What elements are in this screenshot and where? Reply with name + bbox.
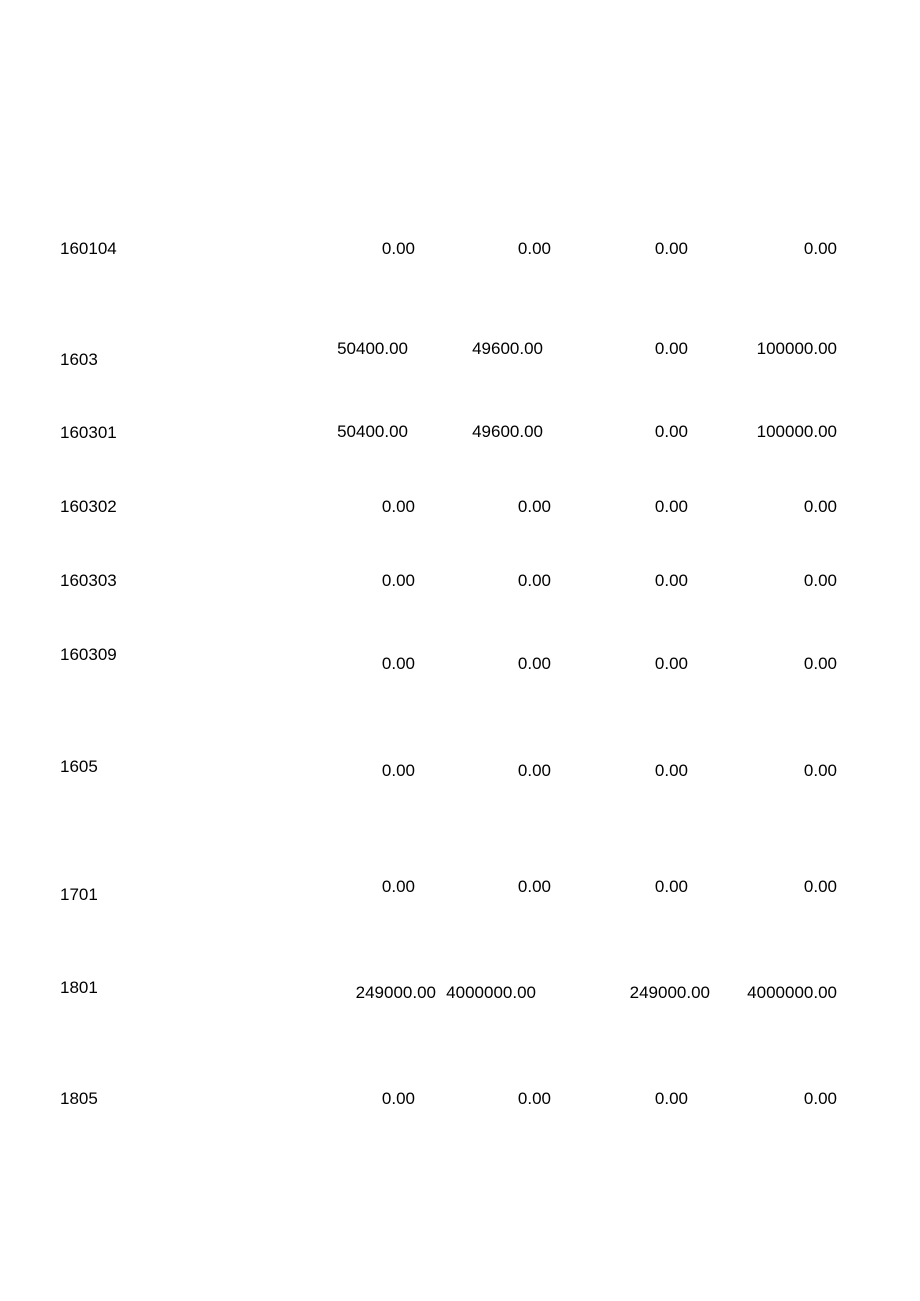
- amount-cell: 0.00: [654, 571, 688, 590]
- amount-cell: 0.00: [654, 877, 688, 896]
- account-code: 1603: [60, 350, 98, 369]
- amount-cell: 0.00: [381, 571, 415, 590]
- amount-cell: 4000000.00: [747, 983, 837, 1002]
- amount-cell: 249000.00: [629, 983, 710, 1002]
- account-code: 1805: [60, 1089, 98, 1108]
- amount-cell: 0.00: [803, 497, 837, 516]
- amount-cell: 0.00: [803, 654, 837, 673]
- account-code: 160303: [60, 571, 117, 590]
- amount-cell: 0.00: [803, 239, 837, 258]
- amount-cell: 0.00: [517, 497, 551, 516]
- amount-cell: 0.00: [654, 497, 688, 516]
- amount-cell: 0.00: [654, 239, 688, 258]
- amount-cell: 0.00: [654, 654, 688, 673]
- account-code: 160301: [60, 423, 117, 442]
- amount-cell: 49600.00: [472, 339, 543, 358]
- amount-cell: 0.00: [803, 1089, 837, 1108]
- amount-cell: 0.00: [381, 1089, 415, 1108]
- account-code: 160302: [60, 497, 117, 516]
- amount-cell: 0.00: [654, 422, 688, 441]
- amount-cell: 0.00: [517, 761, 551, 780]
- amount-cell: 0.00: [517, 571, 551, 590]
- amount-cell: 49600.00: [472, 422, 543, 441]
- amount-cell: 0.00: [381, 877, 415, 896]
- amount-cell: 0.00: [517, 877, 551, 896]
- amount-cell: 0.00: [803, 761, 837, 780]
- amount-cell: 0.00: [381, 239, 415, 258]
- amount-cell: 0.00: [517, 239, 551, 258]
- amount-cell: 100000.00: [756, 422, 837, 441]
- amount-cell: 50400.00: [337, 339, 408, 358]
- amount-cell: 0.00: [381, 497, 415, 516]
- amount-cell: 0.00: [381, 654, 415, 673]
- amount-cell: 50400.00: [337, 422, 408, 441]
- amount-cell: 249000.00: [355, 983, 436, 1002]
- account-code: 1801: [60, 978, 98, 997]
- amount-cell: 0.00: [381, 761, 415, 780]
- amount-cell: 0.00: [803, 571, 837, 590]
- account-code: 160104: [60, 239, 117, 258]
- amount-cell: 0.00: [654, 1089, 688, 1108]
- account-code: 160309: [60, 645, 117, 664]
- amount-cell: 0.00: [517, 654, 551, 673]
- account-code: 1605: [60, 757, 98, 776]
- amount-cell: 0.00: [654, 339, 688, 358]
- amount-cell: 0.00: [517, 1089, 551, 1108]
- amount-cell: 4000000.00: [446, 983, 536, 1002]
- amount-cell: 0.00: [654, 761, 688, 780]
- amount-cell: 100000.00: [756, 339, 837, 358]
- account-code: 1701: [60, 885, 98, 904]
- amount-cell: 0.00: [803, 877, 837, 896]
